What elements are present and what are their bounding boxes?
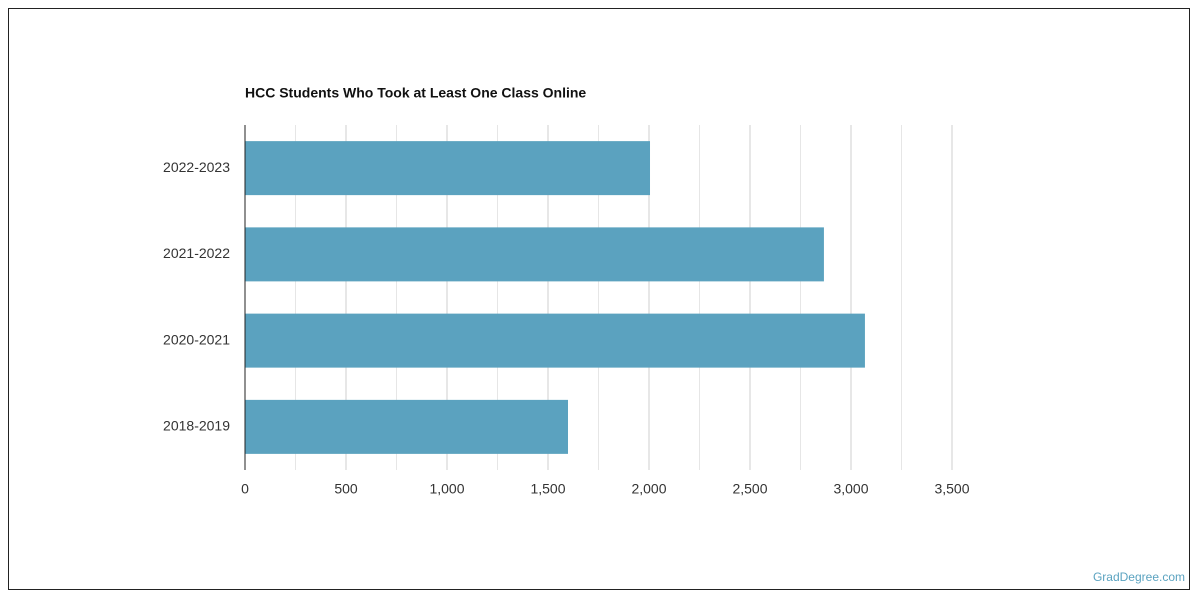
chart-title: HCC Students Who Took at Least One Class… xyxy=(245,85,586,101)
y-tick-label: 2018-2019 xyxy=(163,418,230,434)
bar xyxy=(245,313,865,368)
y-tick-label: 2021-2022 xyxy=(163,245,230,261)
x-tick-label: 1,000 xyxy=(429,481,464,497)
x-tick-label: 2,000 xyxy=(631,481,666,497)
x-tick-label: 1,500 xyxy=(530,481,565,497)
x-tick-label: 3,500 xyxy=(934,481,969,497)
y-tick-label: 2022-2023 xyxy=(163,159,230,175)
source-link[interactable]: GradDegree.com xyxy=(1093,570,1185,584)
x-tick-label: 2,500 xyxy=(732,481,767,497)
frame xyxy=(8,8,1190,590)
bar xyxy=(245,399,568,454)
x-tick-label: 3,000 xyxy=(833,481,868,497)
bar xyxy=(245,227,824,282)
y-tick-label: 2020-2021 xyxy=(163,331,230,347)
bar xyxy=(245,141,651,196)
x-tick-label: 0 xyxy=(241,481,249,497)
x-tick-label: 500 xyxy=(334,481,358,497)
